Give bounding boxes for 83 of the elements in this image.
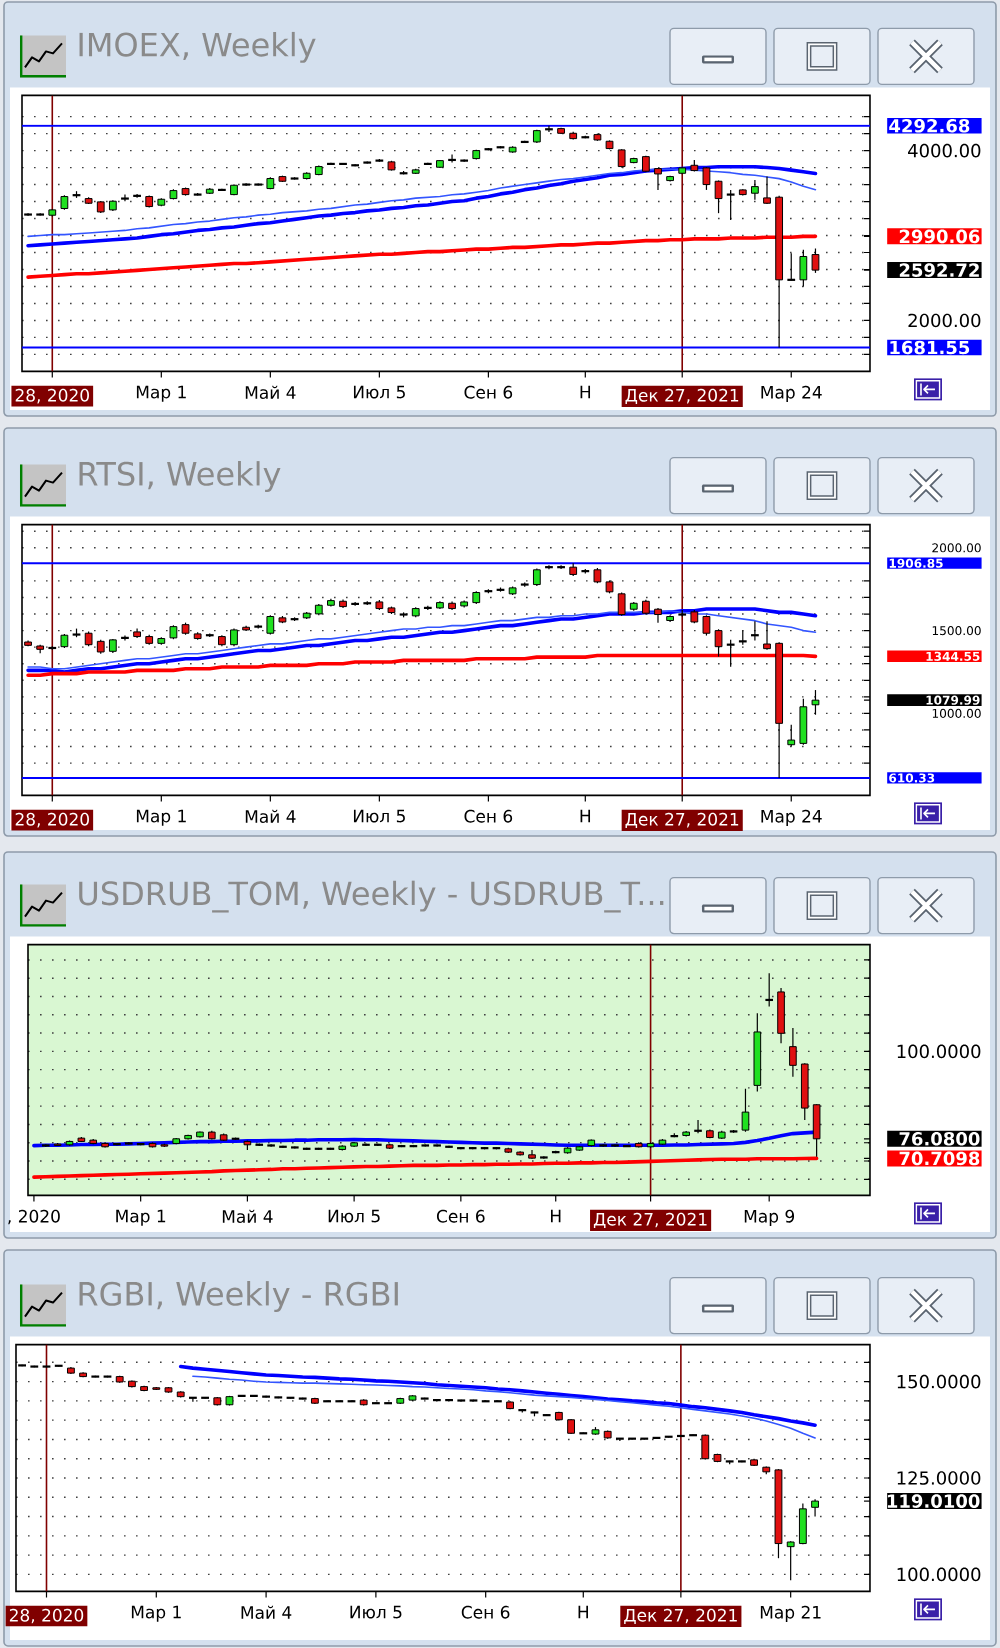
y-tick-label: 2990.06 [899,229,980,244]
candlestick [798,1502,807,1545]
x-tick-label: 28, 2020 [15,812,89,828]
candlestick [725,639,736,668]
candlestick [654,607,662,624]
candlestick [187,1396,198,1403]
candlestick [811,689,820,716]
candlestick [741,1088,750,1133]
x-tick-label: Н [580,809,591,823]
y-tick-label: 119.0100 [887,1494,980,1508]
candlestick [763,620,771,651]
candlestick [799,698,808,746]
x-tick-label: Н [578,1605,588,1619]
y-tick-label: 150.0000 [897,1374,981,1389]
y-tick-label: 2000.00 [908,313,981,328]
chart-title: RGBI, Weekly - RGBI [79,1281,398,1313]
candlestick [812,1103,821,1158]
x-tick-label: Дек 27, 2021 [624,1608,737,1625]
candlestick [725,189,736,221]
ref-line-label: 4292.68 [889,118,970,133]
x-tick-label: Н [580,385,591,399]
candlestick [763,175,771,205]
y-tick-label: 100.0000 [897,1044,981,1059]
x-tick-label: , 2020 [8,1209,60,1225]
candlestick [786,252,797,282]
x-tick-label: Мар 24 [761,385,822,402]
candlestick [811,1498,819,1518]
y-tick-label: 125.0000 [897,1471,981,1485]
x-tick-label: Мар 1 [131,1605,181,1622]
candlestick [266,614,275,636]
x-tick-label: Сен 6 [436,1209,485,1223]
x-tick-label: 28, 2020 [9,1608,84,1624]
candlestick [702,614,711,637]
x-tick-label: Мар 1 [116,1209,166,1226]
y-tick-label: 2592.72 [899,263,979,277]
chart-title: IMOEX, Weekly [79,31,316,63]
candlestick [811,247,820,274]
chart-title: USDRUB_TOM, Weekly - USDRUB_T... [79,880,664,913]
candlestick [751,179,759,201]
ref-line-label: 1681.55 [890,340,970,355]
candlestick [786,1540,795,1581]
candlestick [799,249,808,288]
candlestick [702,166,711,191]
x-tick-label: Мар 21 [760,1605,821,1622]
candlestick [701,1433,710,1461]
candlestick [787,724,796,748]
x-tick-label: Май 4 [245,809,296,823]
x-tick-label: Мар 1 [136,809,186,826]
candlestick [764,972,775,1008]
x-tick-label: Н [550,1209,561,1223]
candlestick [714,179,723,214]
candlestick [693,1119,703,1134]
x-tick-label: Май 4 [222,1209,273,1223]
y-tick-label: 4000.00 [908,143,981,158]
x-tick-label: Мар 24 [761,809,822,826]
x-tick-label: Май 4 [241,1605,292,1619]
x-tick-label: Июл 5 [353,385,405,399]
x-tick-label: Мар 1 [136,385,186,402]
chart-title: RTSI, Weekly [79,461,281,493]
candlestick [800,1062,809,1121]
candlestick [543,125,554,133]
x-tick-label: Июл 5 [328,1209,380,1223]
x-tick-label: Сен 6 [464,385,513,399]
x-tick-label: Июл 5 [353,809,405,823]
x-tick-label: 28, 2020 [15,388,89,404]
candlestick [119,634,130,642]
y-tick-label: 70.7098 [899,1151,980,1166]
x-tick-label: Мар 9 [744,1209,795,1226]
x-tick-label: Дек 27, 2021 [625,812,739,829]
candlestick [447,153,458,164]
x-tick-label: Сен 6 [461,1605,510,1619]
x-tick-label: Сен 6 [464,809,513,823]
x-tick-label: Дек 27, 2021 [593,1212,707,1229]
candlestick [749,620,760,642]
x-tick-label: Дек 27, 2021 [625,388,739,405]
candlestick [789,1027,797,1078]
y-tick-label: 100.0000 [897,1567,981,1582]
y-tick-label: 76.0800 [899,1131,980,1146]
candlestick [617,148,626,169]
candlestick [777,987,785,1044]
candlestick [714,628,723,658]
x-tick-label: Май 4 [245,385,296,399]
x-tick-label: Июл 5 [350,1605,402,1619]
